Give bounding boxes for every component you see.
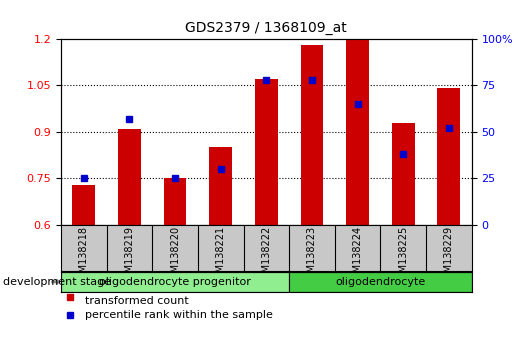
Bar (346, 39, 369, 225)
Text: GSM138219: GSM138219 (125, 226, 135, 285)
Text: GSM138222: GSM138222 (261, 226, 271, 285)
Bar (301, 45, 323, 225)
Bar (73, 184, 95, 225)
Bar (209, 147, 232, 225)
Text: GSM138225: GSM138225 (398, 226, 408, 285)
Bar (392, 122, 414, 225)
Text: transformed count: transformed count (85, 296, 189, 306)
Text: GSM138221: GSM138221 (216, 226, 226, 285)
Text: development stage: development stage (3, 277, 111, 287)
Text: oligodendrocyte progenitor: oligodendrocyte progenitor (99, 277, 251, 287)
Text: oligodendrocyte: oligodendrocyte (335, 277, 426, 287)
Text: GSM138220: GSM138220 (170, 226, 180, 285)
Text: GSM138229: GSM138229 (444, 226, 454, 285)
Title: GDS2379 / 1368109_at: GDS2379 / 1368109_at (186, 21, 347, 35)
Bar (164, 178, 187, 225)
Bar (61, 272, 289, 292)
Bar (118, 129, 141, 225)
Text: GSM138224: GSM138224 (352, 226, 363, 285)
Text: GSM138223: GSM138223 (307, 226, 317, 285)
Text: percentile rank within the sample: percentile rank within the sample (85, 310, 272, 320)
Bar (289, 272, 472, 292)
Bar (255, 79, 278, 225)
Text: GSM138218: GSM138218 (79, 226, 89, 285)
Bar (437, 88, 460, 225)
